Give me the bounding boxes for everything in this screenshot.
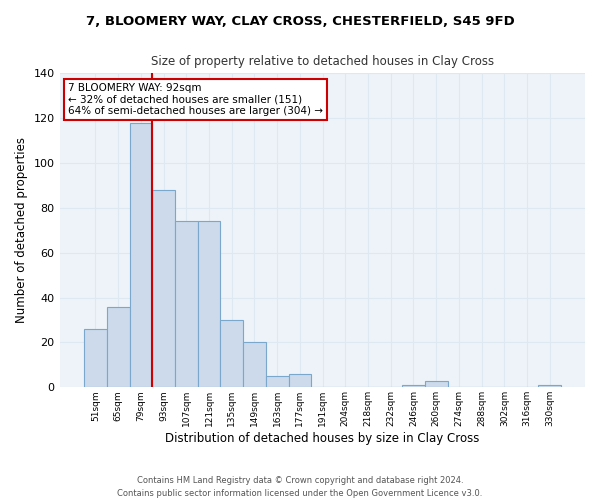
Bar [175, 222, 197, 388]
Title: Size of property relative to detached houses in Clay Cross: Size of property relative to detached ho… [151, 55, 494, 68]
Bar [130, 122, 152, 388]
Bar [266, 376, 289, 388]
Text: Contains HM Land Registry data © Crown copyright and database right 2024.
Contai: Contains HM Land Registry data © Crown c… [118, 476, 482, 498]
Text: 7 BLOOMERY WAY: 92sqm
← 32% of detached houses are smaller (151)
64% of semi-det: 7 BLOOMERY WAY: 92sqm ← 32% of detached … [68, 83, 323, 116]
Bar [107, 306, 130, 388]
Bar [84, 329, 107, 388]
Bar [289, 374, 311, 388]
Bar [425, 380, 448, 388]
Text: 7, BLOOMERY WAY, CLAY CROSS, CHESTERFIELD, S45 9FD: 7, BLOOMERY WAY, CLAY CROSS, CHESTERFIEL… [86, 15, 514, 28]
Bar [402, 385, 425, 388]
Bar [197, 222, 220, 388]
Bar [220, 320, 243, 388]
Y-axis label: Number of detached properties: Number of detached properties [15, 138, 28, 324]
Bar [243, 342, 266, 388]
X-axis label: Distribution of detached houses by size in Clay Cross: Distribution of detached houses by size … [166, 432, 480, 445]
Bar [538, 385, 561, 388]
Bar [152, 190, 175, 388]
